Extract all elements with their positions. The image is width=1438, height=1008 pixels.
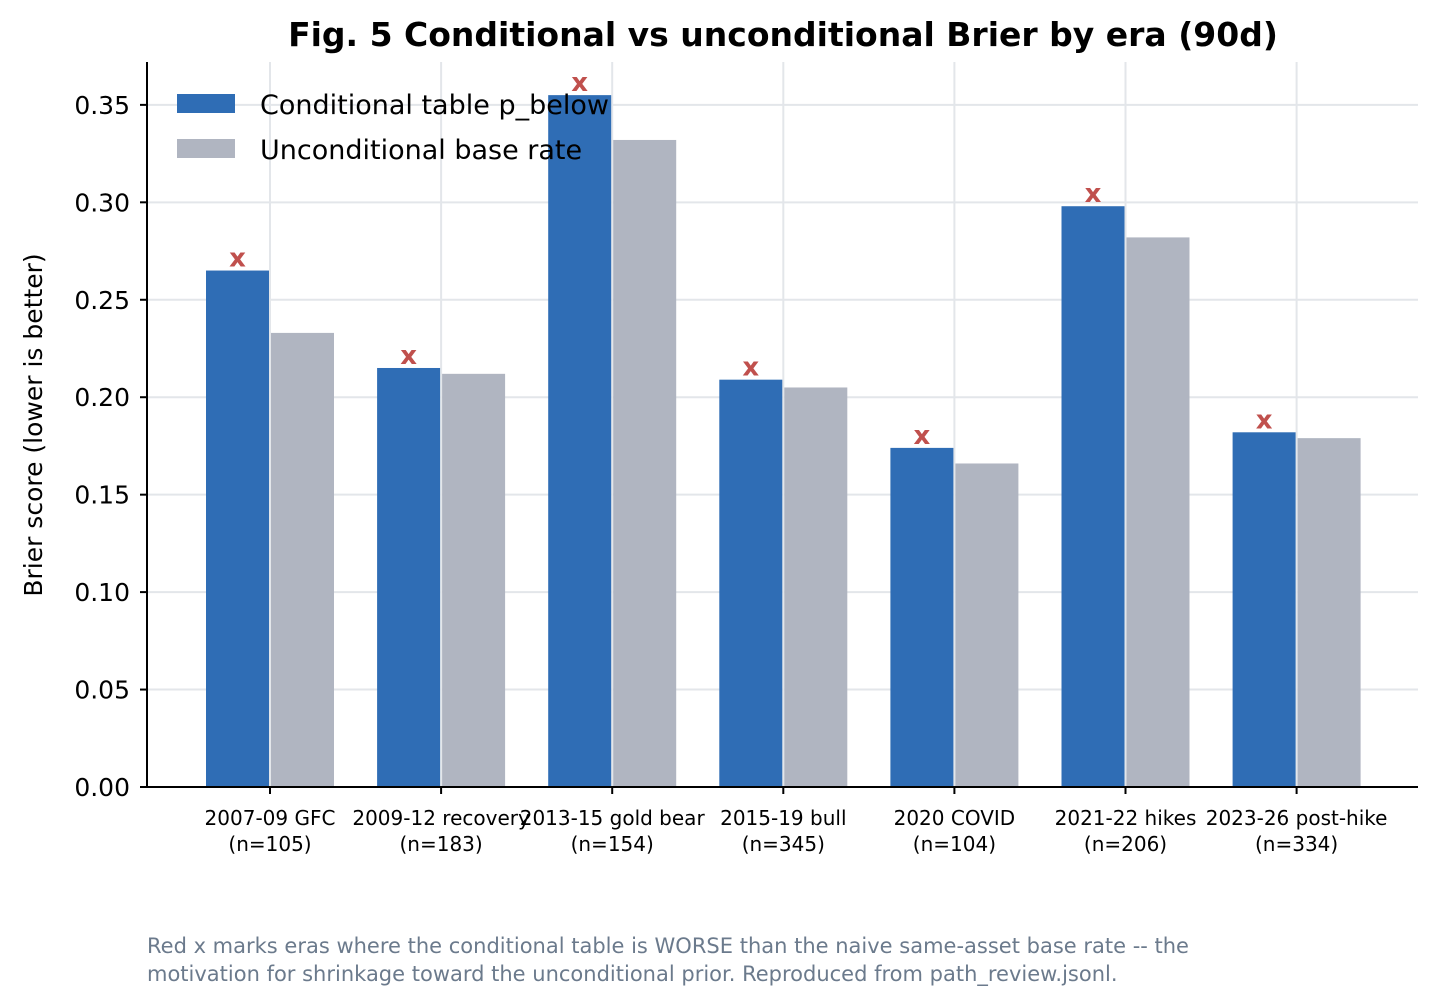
- x-tick-label: 2023-26 post-hike: [1206, 806, 1388, 830]
- legend: Conditional table p_below Unconditional …: [177, 90, 609, 166]
- x-tick-count: (n=345): [742, 832, 825, 856]
- bar-unconditional: [784, 387, 848, 787]
- y-tick-label: 0.25: [74, 286, 130, 315]
- x-tick-count: (n=104): [913, 832, 996, 856]
- bar-conditional: [377, 367, 441, 787]
- grid: [147, 62, 1418, 787]
- legend-label-unconditional: Unconditional base rate: [260, 135, 582, 166]
- bar-conditional: [548, 95, 612, 788]
- x-tick-label: 2007-09 GFC: [205, 806, 336, 830]
- worse-marker: x: [400, 341, 417, 371]
- bars: [206, 95, 1361, 788]
- worse-marker: x: [914, 421, 931, 451]
- x-tick-label: 2015-19 bull: [720, 806, 846, 830]
- worse-marker: x: [1256, 405, 1273, 435]
- worse-markers: x x x x x x x: [229, 68, 1273, 451]
- x-tick-count: (n=183): [399, 832, 482, 856]
- x-tick-label: 2020 COVID: [894, 806, 1016, 830]
- x-ticks: 2007-09 GFC(n=105) 2009-12 recovery(n=183…: [205, 787, 1388, 856]
- x-tick-label: 2013-15 gold bear: [520, 806, 706, 830]
- x-tick-count: (n=206): [1084, 832, 1167, 856]
- bar-chart: Fig. 5 Conditional vs unconditional Brie…: [19, 15, 1418, 856]
- legend-swatch-unconditional: [177, 139, 235, 158]
- y-ticks: 0.00 0.05 0.10 0.15 0.20 0.25 0.30 0.35: [74, 91, 147, 802]
- y-tick-label: 0.00: [74, 773, 130, 802]
- bar-unconditional: [1126, 237, 1190, 788]
- bar-conditional: [1061, 206, 1125, 787]
- bar-conditional: [206, 270, 269, 788]
- y-tick-label: 0.30: [74, 188, 130, 217]
- y-tick-label: 0.35: [74, 91, 130, 120]
- y-axis-label: Brier score (lower is better): [19, 253, 48, 596]
- y-tick-label: 0.15: [74, 481, 130, 510]
- x-tick-count: (n=105): [228, 832, 311, 856]
- x-tick-label: 2021-22 hikes: [1055, 806, 1197, 830]
- x-tick-label: 2009-12 recovery: [352, 806, 530, 830]
- axes: [146, 62, 1418, 788]
- bar-conditional: [1232, 432, 1296, 787]
- worse-marker: x: [742, 353, 759, 383]
- y-tick-label: 0.10: [74, 578, 130, 607]
- legend-label-conditional: Conditional table p_below: [260, 90, 609, 121]
- worse-marker: x: [229, 244, 246, 274]
- y-tick-label: 0.05: [74, 676, 130, 705]
- worse-marker: x: [1085, 179, 1102, 209]
- worse-marker: x: [571, 68, 588, 98]
- bar-unconditional: [271, 332, 334, 787]
- bar-unconditional: [442, 373, 506, 787]
- x-tick-count: (n=334): [1255, 832, 1338, 856]
- y-tick-label: 0.20: [74, 383, 130, 412]
- bar-unconditional: [613, 139, 677, 788]
- legend-swatch-conditional: [177, 94, 235, 113]
- bar-unconditional: [1297, 438, 1361, 787]
- bar-conditional: [890, 447, 954, 787]
- figure-caption: Red x marks eras where the conditional t…: [147, 934, 1189, 986]
- x-tick-count: (n=154): [571, 832, 654, 856]
- bar-conditional: [719, 379, 783, 787]
- chart-title: Fig. 5 Conditional vs unconditional Brie…: [288, 15, 1278, 54]
- bar-unconditional: [955, 463, 1019, 787]
